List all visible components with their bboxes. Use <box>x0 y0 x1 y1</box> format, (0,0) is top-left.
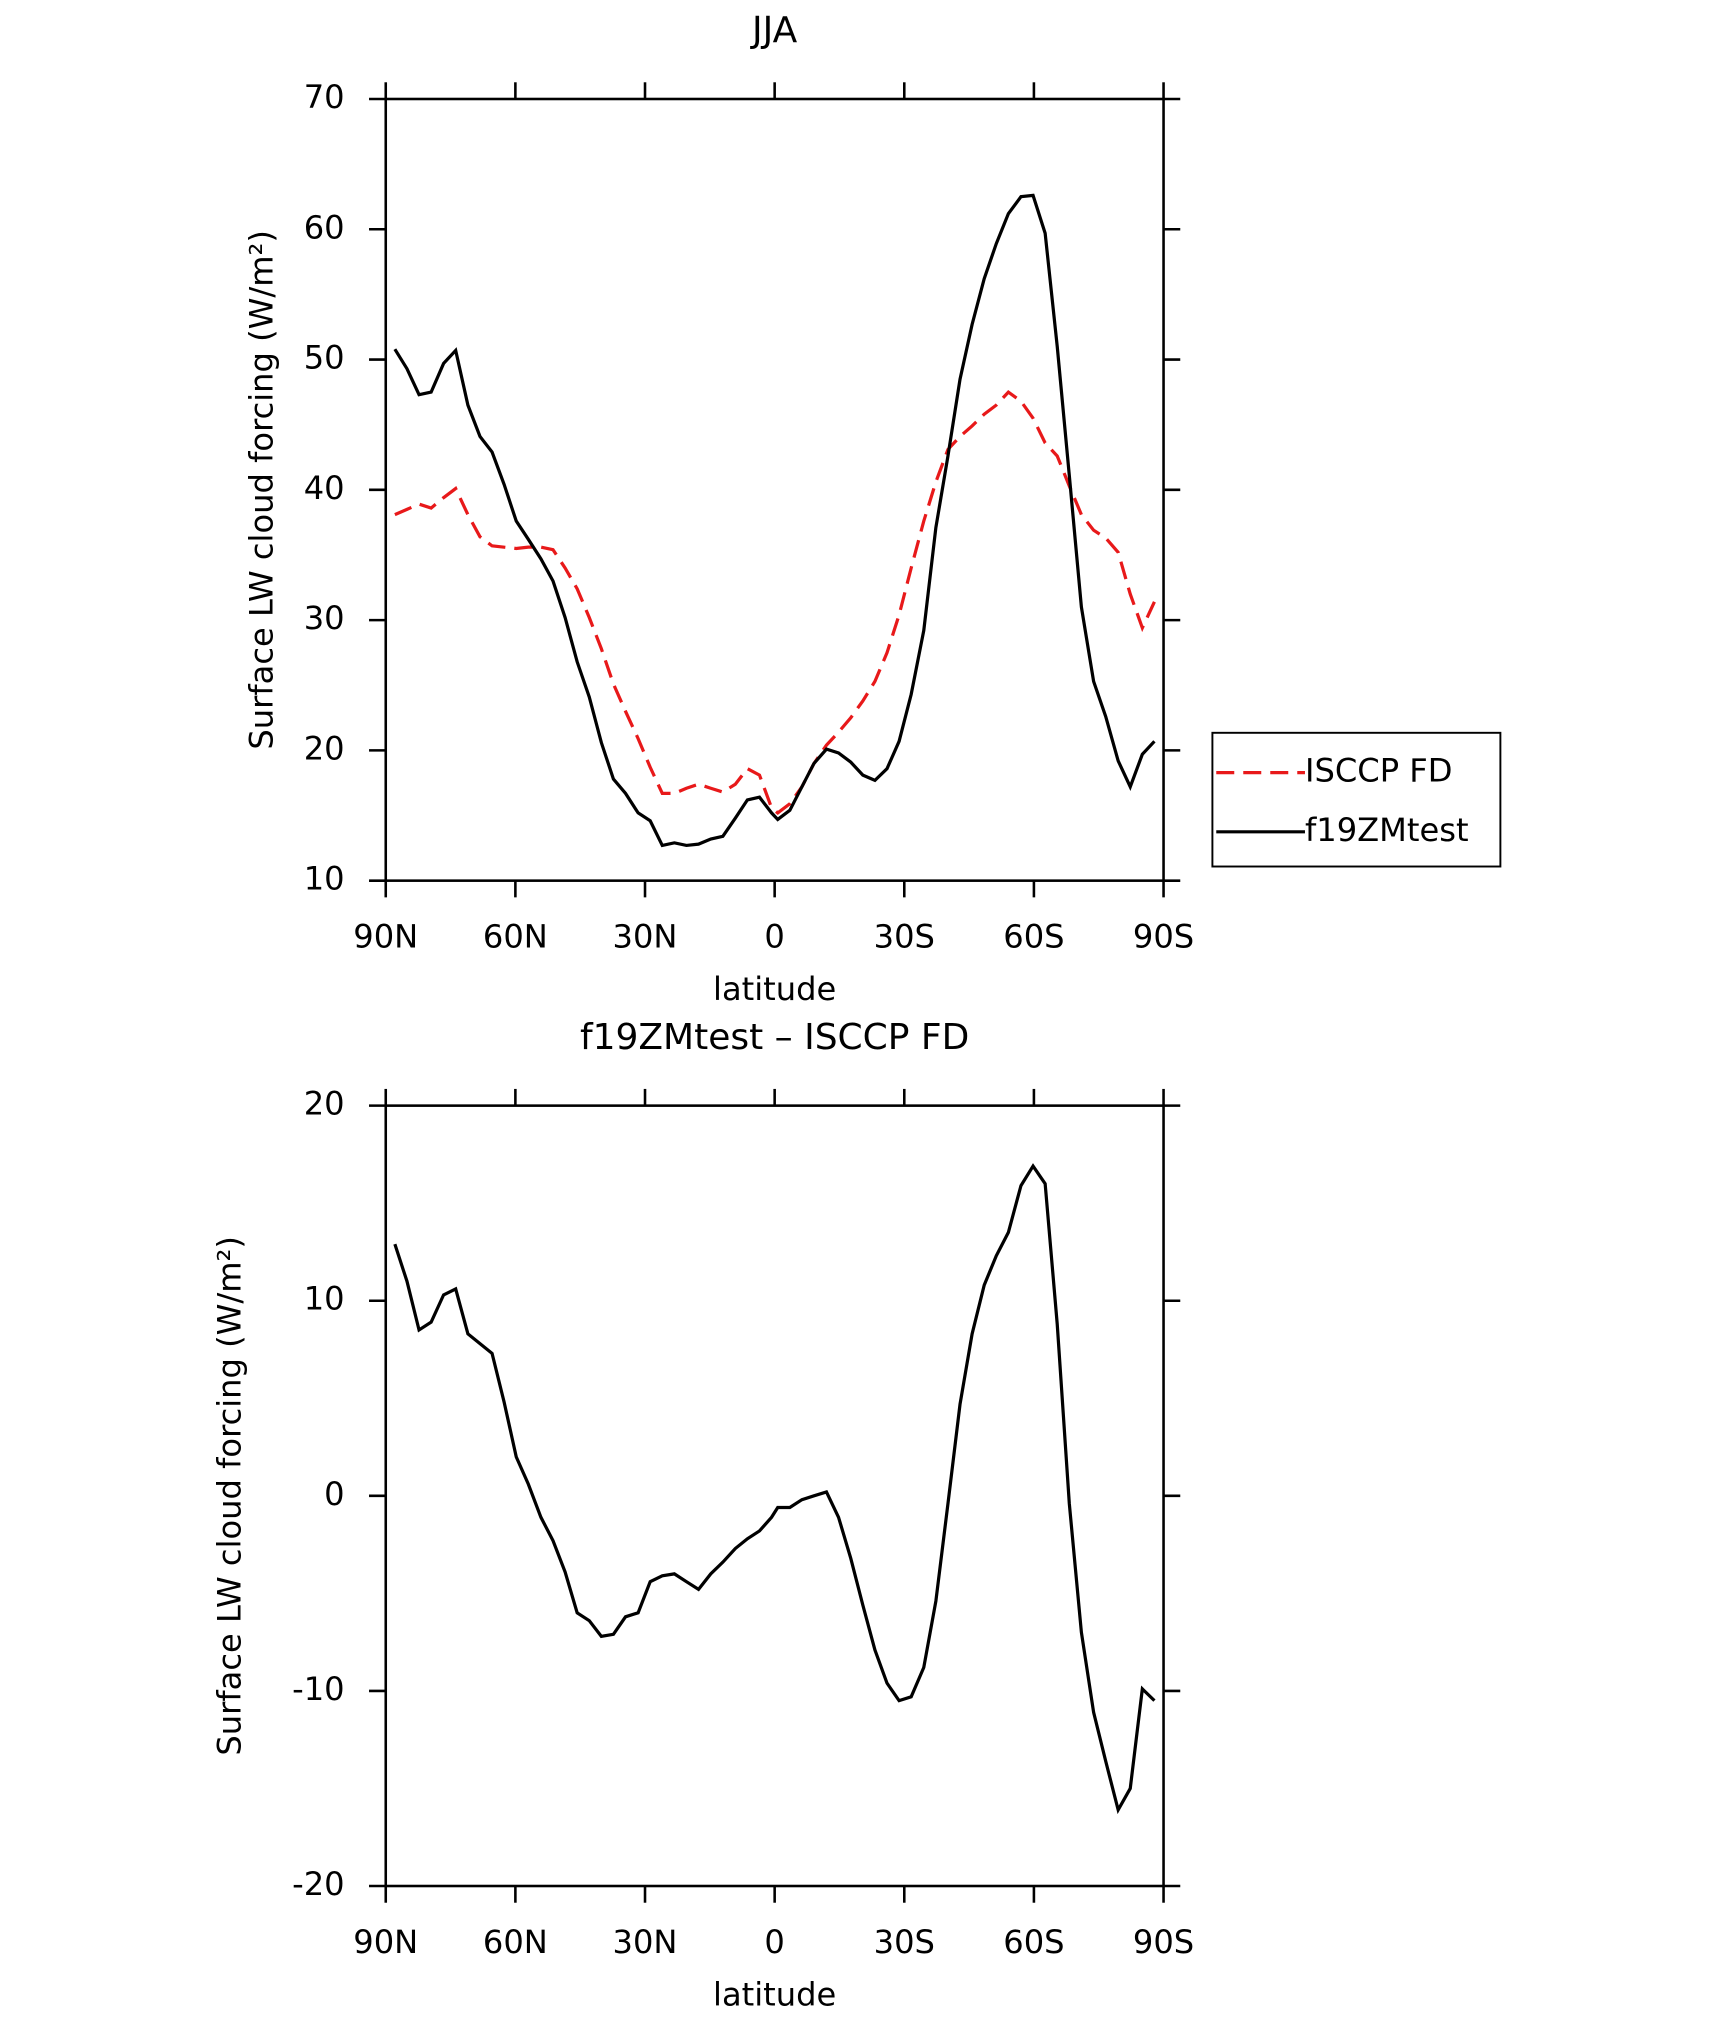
y-axis-label: Surface LW cloud forcing (W/m²) <box>243 230 281 750</box>
y-axis-label: Surface LW cloud forcing (W/m²) <box>210 1236 248 1756</box>
legend-label: f19ZMtest <box>1305 811 1469 849</box>
y-tick-label: 70 <box>304 78 345 116</box>
x-tick-label: 0 <box>764 918 784 956</box>
data-line <box>393 1163 1156 1815</box>
y-tick-label: 40 <box>304 469 345 507</box>
x-tick-label: 60N <box>483 918 548 956</box>
chart-title: f19ZMtest – ISCCP FD <box>580 1017 969 1058</box>
x-tick-label: 60N <box>483 1923 548 1961</box>
chart-title: JJA <box>750 10 798 51</box>
y-tick-label: 60 <box>304 208 345 246</box>
data-line <box>394 389 1156 815</box>
x-tick-label: 30S <box>874 918 935 956</box>
x-tick-label: 30S <box>874 1923 935 1961</box>
y-tick-label: 10 <box>304 860 345 898</box>
x-tick-label: 90S <box>1133 1923 1194 1961</box>
data-line <box>393 193 1156 848</box>
x-tick-label: 60S <box>1003 918 1064 956</box>
y-tick-label: 20 <box>304 1085 345 1123</box>
y-tick-label: -20 <box>292 1865 344 1903</box>
x-axis-label: latitude <box>713 1976 836 2014</box>
legend-box <box>1211 731 1502 868</box>
x-tick-label: 0 <box>764 1923 784 1961</box>
x-tick-label: 60S <box>1003 1923 1064 1961</box>
x-tick-label: 30N <box>613 1923 678 1961</box>
x-tick-label: 30N <box>613 918 678 956</box>
y-tick-label: 20 <box>304 729 345 767</box>
y-tick-label: 10 <box>304 1280 345 1318</box>
plot-frame <box>384 1104 1165 1888</box>
y-tick-label: 30 <box>304 599 345 637</box>
x-tick-label: 90N <box>353 918 418 956</box>
x-axis-label: latitude <box>713 970 836 1008</box>
legend-label: ISCCP FD <box>1305 752 1453 790</box>
y-tick-label: 0 <box>324 1475 344 1513</box>
y-tick-label: 50 <box>304 339 345 377</box>
plot-frame <box>384 97 1165 882</box>
x-tick-label: 90S <box>1133 918 1194 956</box>
y-tick-label: -10 <box>292 1670 344 1708</box>
x-tick-label: 90N <box>353 1923 418 1961</box>
